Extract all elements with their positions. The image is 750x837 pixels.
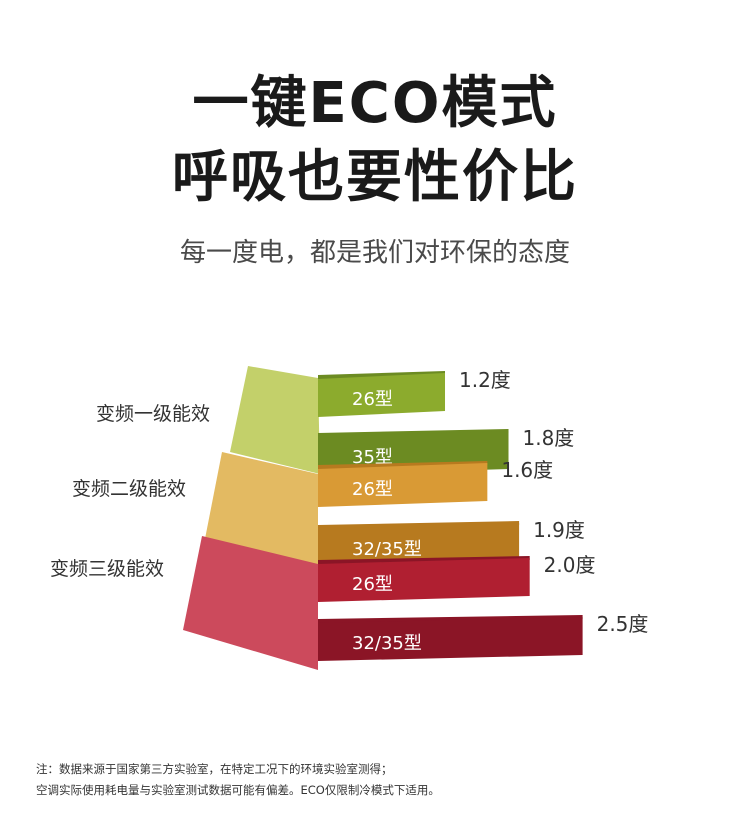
page-title-line2: 呼吸也要性价比 (172, 145, 578, 210)
bar-value-label-2-2: 1.9度 (533, 518, 585, 542)
tier-slab-2 (204, 452, 318, 568)
bar-2-1 (318, 463, 488, 507)
bar-value-label-1-1: 1.2度 (459, 368, 511, 392)
bar-value-label-1-2: 1.8度 (523, 426, 575, 450)
tier-slab-3 (183, 536, 318, 670)
tier-label-3: 变频三级能效 (50, 558, 164, 580)
tier-label-1: 变频一级能效 (96, 403, 210, 425)
footnote-line2: 空调实际使用耗电量与实验室测试数据可能有偏差。ECO仅限制冷模式下适用。 (36, 783, 440, 797)
bar-1-1 (318, 373, 446, 417)
bar-2-2 (318, 523, 520, 567)
bar-model-label-1-1: 26型 (352, 389, 393, 410)
bar-3-2 (318, 617, 583, 661)
tier-slab-1 (230, 366, 320, 474)
bar-model-label-2-2: 32/35型 (352, 539, 422, 560)
bar-model-label-3-1: 26型 (352, 574, 393, 595)
footnote-line1: 注：数据来源于国家第三方实验室，在特定工况下的环境实验室测得； (36, 762, 393, 776)
bar-value-label-2-1: 1.6度 (501, 458, 553, 482)
bar-3-1 (318, 558, 530, 602)
tier-label-2: 变频二级能效 (72, 478, 186, 500)
bar-model-label-3-2: 32/35型 (352, 633, 422, 654)
bar-value-label-3-2: 2.5度 (597, 612, 649, 636)
page-title-line1: 一键ECO模式 (192, 71, 558, 136)
bar-value-label-3-1: 2.0度 (544, 553, 596, 577)
bar-model-label-2-1: 26型 (352, 479, 393, 500)
page-subtitle: 每一度电，都是我们对环保的态度 (179, 238, 570, 268)
bar-model-label-1-2: 35型 (352, 447, 393, 468)
